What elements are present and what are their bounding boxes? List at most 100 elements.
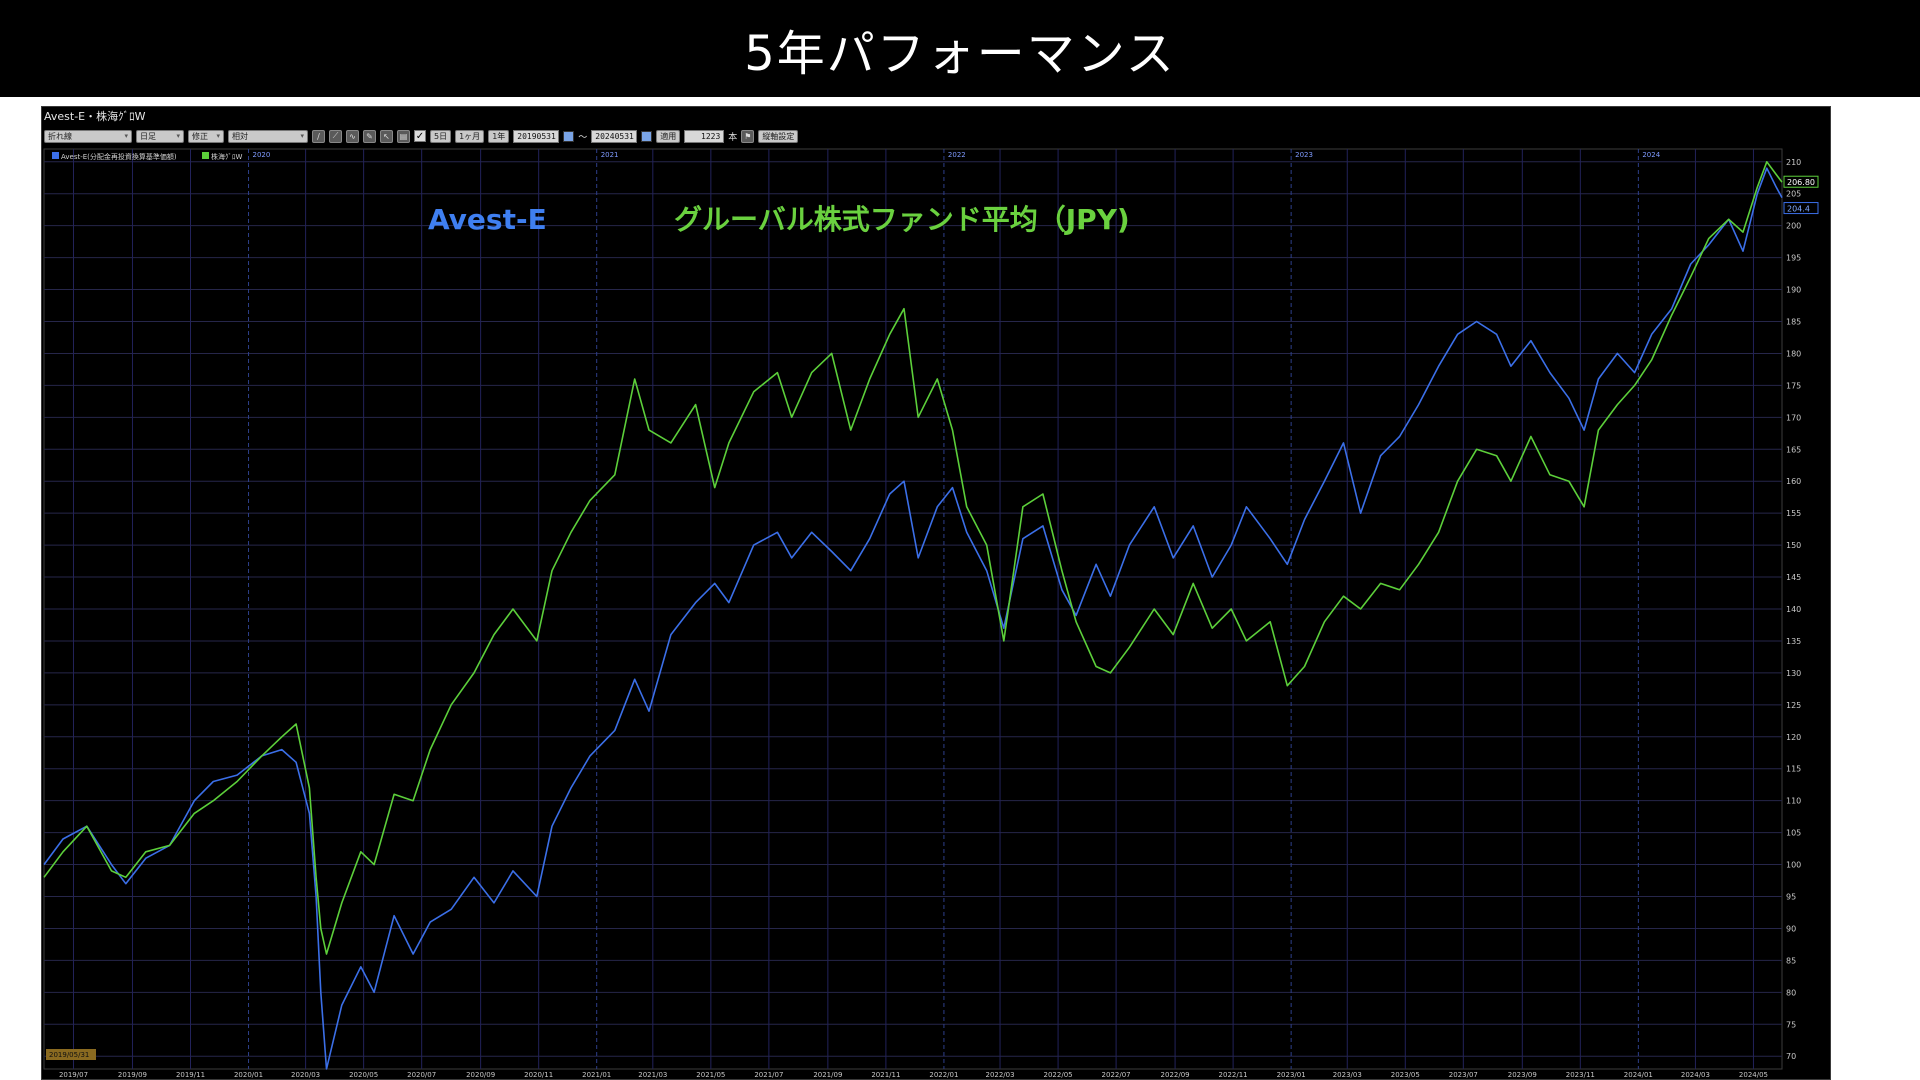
chart-style-select[interactable]: 折れ線 ▾: [44, 129, 132, 143]
x-tick-label: 2023/07: [1449, 1071, 1478, 1079]
period-5d-button[interactable]: 5日: [430, 129, 452, 143]
y-tick-label: 75: [1786, 1020, 1796, 1029]
legend-swatch: [52, 152, 59, 159]
pen-tool-icon[interactable]: ✎: [363, 129, 376, 143]
year-marker-label: 2022: [948, 151, 966, 159]
chart-axes: 70 75 80 85 90 95 100 105 110 115 120 125 130 135 140 1…: [46, 151, 1819, 1079]
y-tick-label: 140: [1786, 605, 1801, 614]
scale-select[interactable]: 相対 ▾: [228, 129, 308, 143]
print-tool-icon[interactable]: ▤: [397, 129, 410, 143]
trend-tool-icon[interactable]: ⟋: [329, 129, 342, 143]
cursor-tool-icon[interactable]: ↖: [380, 129, 393, 143]
y-tick-label: 180: [1786, 349, 1801, 358]
date-from-input[interactable]: 20190531: [513, 129, 560, 143]
y-tick-label: 145: [1786, 573, 1801, 582]
x-tick-label: 2023/01: [1277, 1071, 1306, 1079]
period-select[interactable]: 日足 ▾: [136, 129, 184, 143]
x-tick-label: 2022/01: [929, 1071, 958, 1079]
year-marker-label: 2021: [601, 151, 619, 159]
bar-count-unit: 本: [728, 132, 738, 143]
year-marker-label: 2023: [1295, 151, 1313, 159]
x-tick-label: 2024/03: [1681, 1071, 1710, 1079]
y-tick-label: 165: [1786, 445, 1801, 454]
x-tick-label: 2019/07: [59, 1071, 88, 1079]
y-tick-label: 120: [1786, 733, 1801, 742]
start-date-label: 2019/05/31: [49, 1051, 89, 1059]
bar-count-input[interactable]: 1223: [684, 129, 725, 143]
x-tick-label: 2021/09: [813, 1071, 842, 1079]
chevron-down-icon: ▾: [176, 132, 180, 140]
y-tick-label: 195: [1786, 254, 1801, 263]
last-value-badge: [1783, 202, 1819, 215]
performance-chart: 70 75 80 85 90 95 100 105 110 115 120 125 130 135 140 1…: [43, 148, 1819, 1079]
y-tick-label: 90: [1786, 924, 1796, 933]
x-tick-label: 2020/03: [291, 1071, 320, 1079]
period-1y-button[interactable]: 1年: [488, 129, 510, 143]
x-tick-label: 2024/01: [1624, 1071, 1653, 1079]
date-to-input[interactable]: 20240531: [591, 129, 638, 143]
axis-settings-icon[interactable]: ⚑: [741, 129, 755, 143]
x-tick-label: 2022/11: [1219, 1071, 1248, 1079]
chart-window: Avest-E・株海ｸﾞﾛW 折れ線 ▾ 日足 ▾ 修正 ▾ 相対 ▾ ∕ ⟋ ∿ ✎ …: [41, 106, 1831, 1080]
last-value-badge: [1783, 175, 1819, 188]
y-tick-label: 160: [1786, 477, 1801, 486]
legend-swatch: [202, 152, 209, 159]
x-tick-label: 2019/09: [118, 1071, 147, 1079]
y-tick-label: 170: [1786, 413, 1801, 422]
y-tick-label: 85: [1786, 956, 1796, 965]
adjust-select[interactable]: 修正 ▾: [188, 129, 224, 143]
x-tick-label: 2023/03: [1333, 1071, 1362, 1079]
chevron-down-icon: ▾: [216, 132, 220, 140]
y-tick-label: 105: [1786, 829, 1801, 838]
x-tick-label: 2021/05: [696, 1071, 725, 1079]
y-tick-label: 95: [1786, 893, 1796, 902]
y-tick-label: 135: [1786, 637, 1801, 646]
chevron-down-icon: ▾: [124, 132, 128, 140]
x-tick-label: 2023/09: [1508, 1071, 1537, 1079]
x-tick-label: 2020/01: [234, 1071, 263, 1079]
period-checkbox[interactable]: ✓: [414, 130, 426, 142]
legend-label: 株海ｸﾞﾛW: [211, 152, 242, 161]
line-tool-icon[interactable]: ∕: [312, 129, 325, 143]
x-tick-label: 2023/05: [1391, 1071, 1420, 1079]
x-tick-label: 2022/07: [1102, 1071, 1131, 1079]
chart-style-value: 折れ線: [48, 131, 72, 141]
x-tick-label: 2021/11: [871, 1071, 900, 1079]
x-tick-label: 2021/03: [638, 1071, 667, 1079]
apply-button[interactable]: 適用: [656, 129, 681, 143]
x-tick-label: 2020/11: [524, 1071, 553, 1079]
chart-toolbar: 折れ線 ▾ 日足 ▾ 修正 ▾ 相対 ▾ ∕ ⟋ ∿ ✎ ↖ ▤ ✓ 5日 1ヶ月 1年…: [44, 128, 799, 144]
series-line-avest: [43, 167, 1783, 1070]
y-tick-label: 175: [1786, 381, 1801, 390]
annotation-avest-label: Avest-E: [428, 203, 547, 236]
calendar-icon[interactable]: [641, 130, 653, 142]
series-line-global-fund: [43, 160, 1783, 955]
y-tick-label: 210: [1786, 158, 1801, 167]
x-tick-label: 2020/07: [407, 1071, 436, 1079]
period-1m-button[interactable]: 1ヶ月: [455, 129, 485, 143]
y-tick-label: 150: [1786, 541, 1801, 550]
chart-legend: Avest-E(分配金再投資換算基準価額) 株海ｸﾞﾛW Avest-E グルーバル株…: [52, 152, 1130, 236]
x-tick-label: 2021/01: [582, 1071, 611, 1079]
chart-series: [43, 160, 1783, 1070]
scale-value: 相対: [232, 131, 248, 141]
y-tick-label: 205: [1786, 190, 1801, 199]
range-separator: ～: [578, 132, 588, 143]
y-tick-label: 155: [1786, 509, 1801, 518]
y-tick-label: 110: [1786, 797, 1801, 806]
window-title: Avest-E・株海ｸﾞﾛW: [44, 110, 146, 123]
y-tick-label: 125: [1786, 701, 1801, 710]
x-tick-label: 2022/09: [1161, 1071, 1190, 1079]
x-tick-label: 2020/05: [349, 1071, 378, 1079]
x-tick-label: 2022/05: [1044, 1071, 1073, 1079]
x-tick-label: 2021/07: [754, 1071, 783, 1079]
period-value: 日足: [140, 131, 156, 141]
axis-settings-button[interactable]: 縦軸設定: [758, 129, 799, 143]
x-tick-label: 2022/03: [985, 1071, 1014, 1079]
y-tick-label: 70: [1786, 1052, 1796, 1061]
last-value-label: 206.80: [1787, 178, 1815, 187]
slide-title: 5年パフォーマンス: [744, 25, 1176, 82]
calendar-icon[interactable]: [563, 130, 575, 142]
wave-tool-icon[interactable]: ∿: [346, 129, 359, 143]
legend-label: Avest-E(分配金再投資換算基準価額): [61, 152, 177, 161]
